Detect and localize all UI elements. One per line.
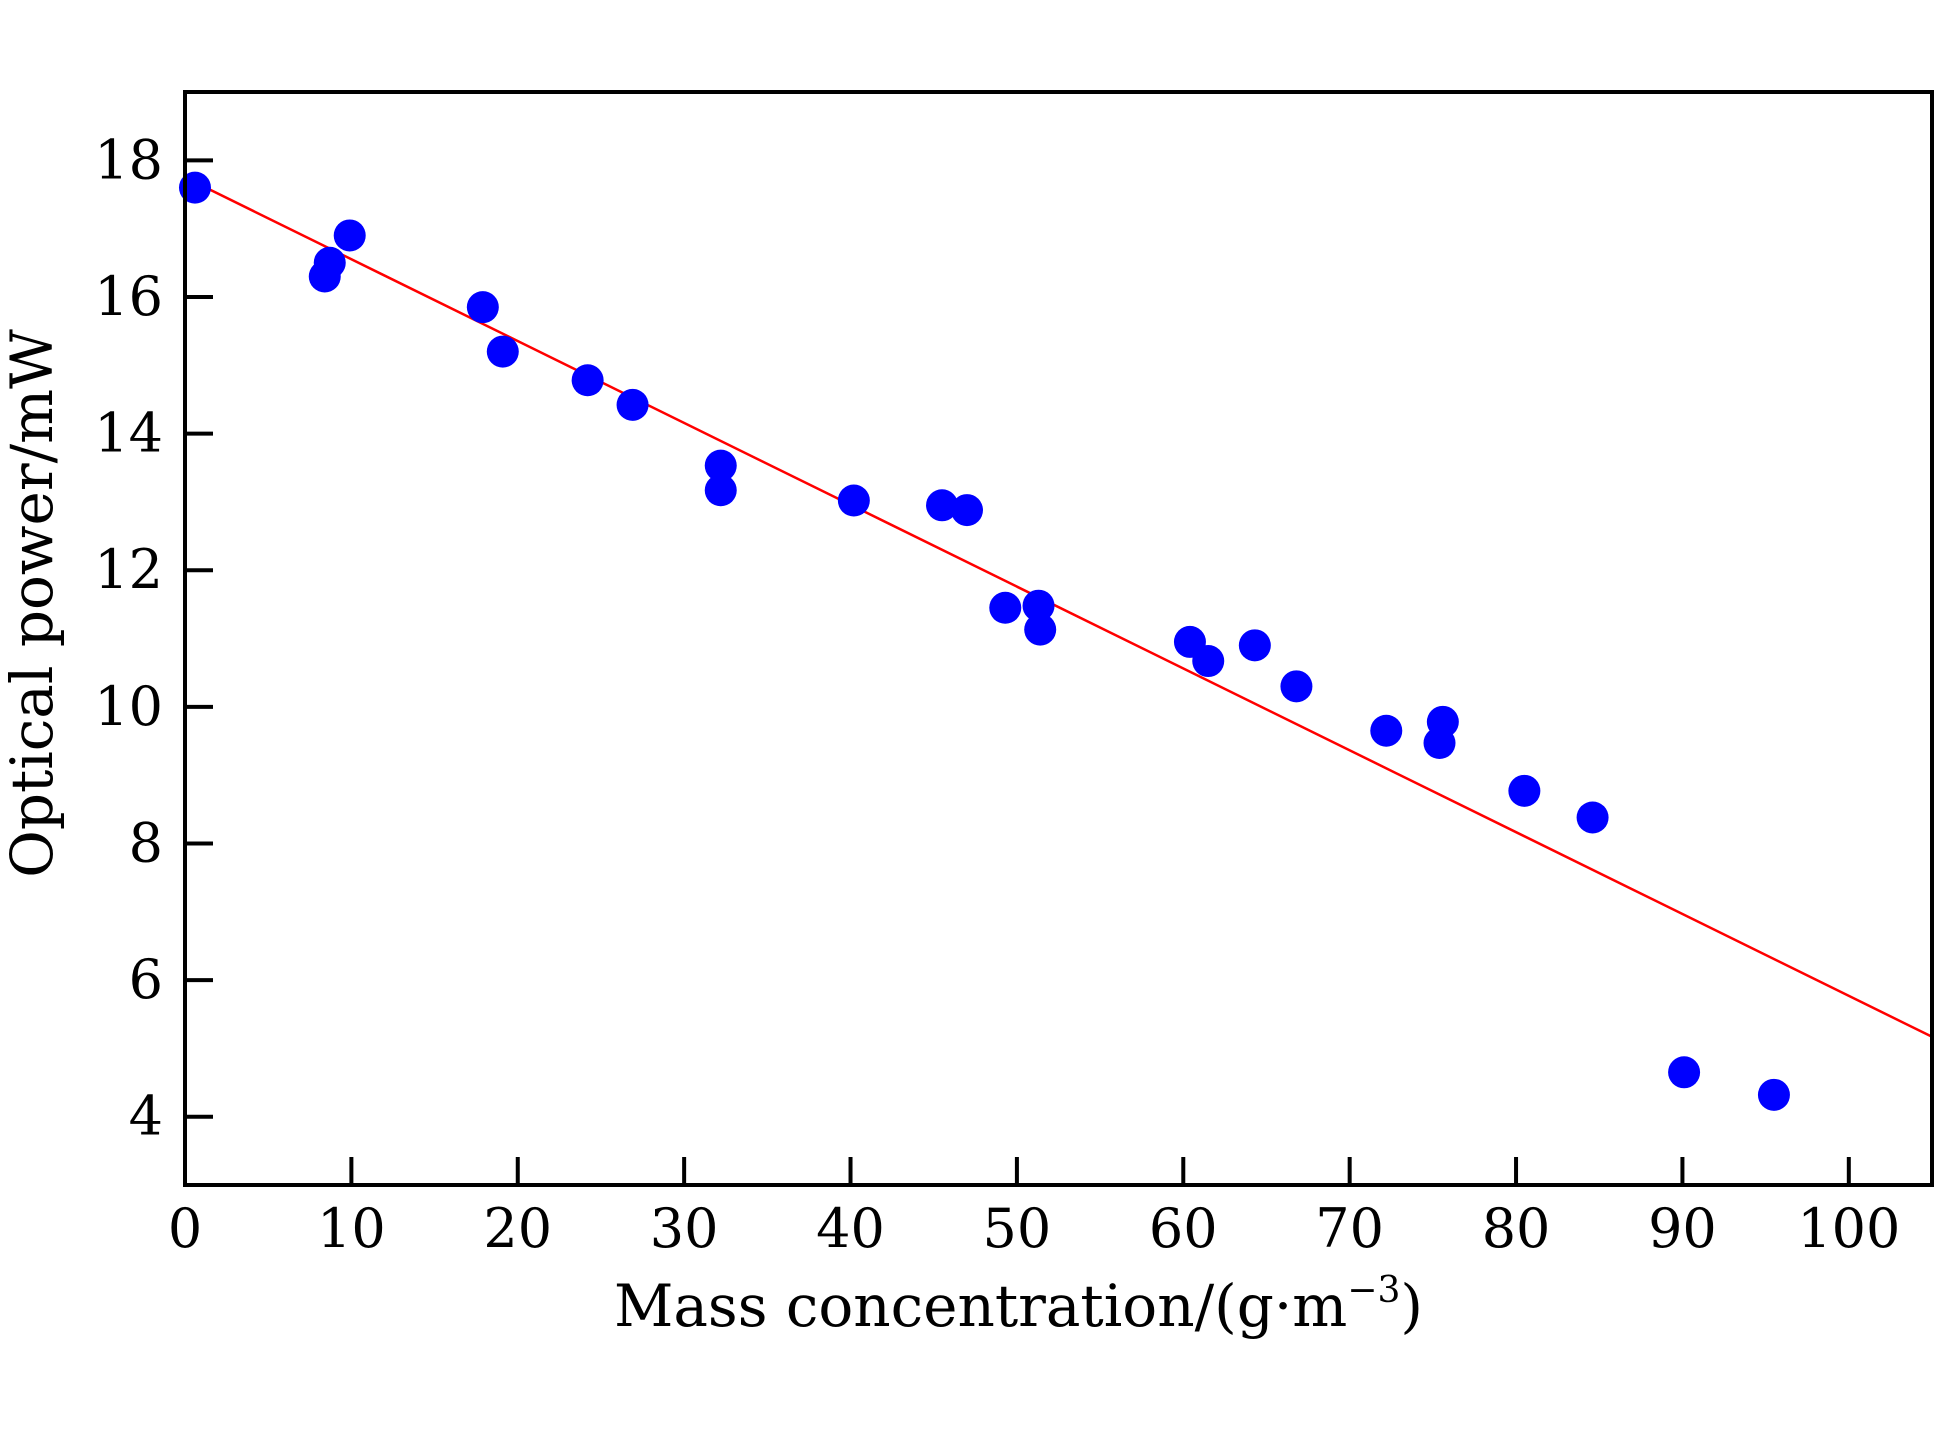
- data-point: [1576, 801, 1609, 834]
- data-point: [704, 474, 737, 507]
- y-tick-label: 16: [94, 265, 163, 328]
- data-point: [837, 484, 870, 517]
- x-tick-label: 90: [1648, 1197, 1717, 1260]
- data-point: [1668, 1056, 1701, 1089]
- data-point: [571, 364, 604, 397]
- data-point: [466, 291, 499, 324]
- y-axis-label: Optical power/mW: [0, 329, 66, 878]
- y-tick-label: 10: [94, 675, 163, 738]
- data-point: [486, 335, 519, 368]
- x-tick-label: 100: [1797, 1197, 1900, 1260]
- data-point: [1192, 645, 1225, 678]
- data-point: [926, 489, 959, 522]
- x-tick-label: 20: [483, 1197, 552, 1260]
- data-point: [989, 591, 1022, 624]
- x-tick-label: 10: [317, 1197, 386, 1260]
- y-tick-label: 14: [94, 402, 163, 465]
- data-point: [1238, 629, 1271, 662]
- data-point: [313, 246, 346, 279]
- x-tick-label: 80: [1482, 1197, 1551, 1260]
- x-tick-label: 60: [1149, 1197, 1218, 1260]
- y-tick-label: 18: [94, 128, 163, 191]
- x-axis-label-superscript: −3: [1347, 1270, 1400, 1311]
- x-tick-label: 40: [816, 1197, 885, 1260]
- data-point: [1508, 774, 1541, 807]
- data-point: [616, 388, 649, 421]
- x-tick-label: 0: [168, 1197, 202, 1260]
- data-point: [950, 494, 983, 527]
- data-point: [1022, 589, 1055, 622]
- y-tick-label: 6: [129, 948, 163, 1011]
- axes: 0 10 20 30 40 50 60 70 80 90 100 4 6 8 10 12 14 16 18: [94, 90, 1934, 1260]
- y-tick-label: 4: [129, 1085, 163, 1148]
- x-tick-label: 50: [983, 1197, 1052, 1260]
- x-axis-label-suffix: ): [1400, 1272, 1423, 1340]
- plot-frame: [183, 90, 1934, 1187]
- x-tick-label: 30: [650, 1197, 719, 1260]
- x-axis-label-main: Mass concentration/(g·m: [614, 1272, 1347, 1340]
- x-axis-label: Mass concentration/(g·m−3): [614, 1270, 1423, 1340]
- data-marks: [178, 171, 1933, 1111]
- y-tick-label: 12: [94, 538, 163, 601]
- data-point: [1024, 613, 1057, 646]
- data-point: [1280, 670, 1313, 703]
- y-tick-label: 8: [129, 811, 163, 874]
- data-point: [333, 219, 366, 252]
- data-point: [1757, 1078, 1790, 1111]
- data-point: [1426, 705, 1459, 738]
- data-point: [1370, 714, 1403, 747]
- x-tick-label: 70: [1315, 1197, 1384, 1260]
- data-point: [704, 449, 737, 482]
